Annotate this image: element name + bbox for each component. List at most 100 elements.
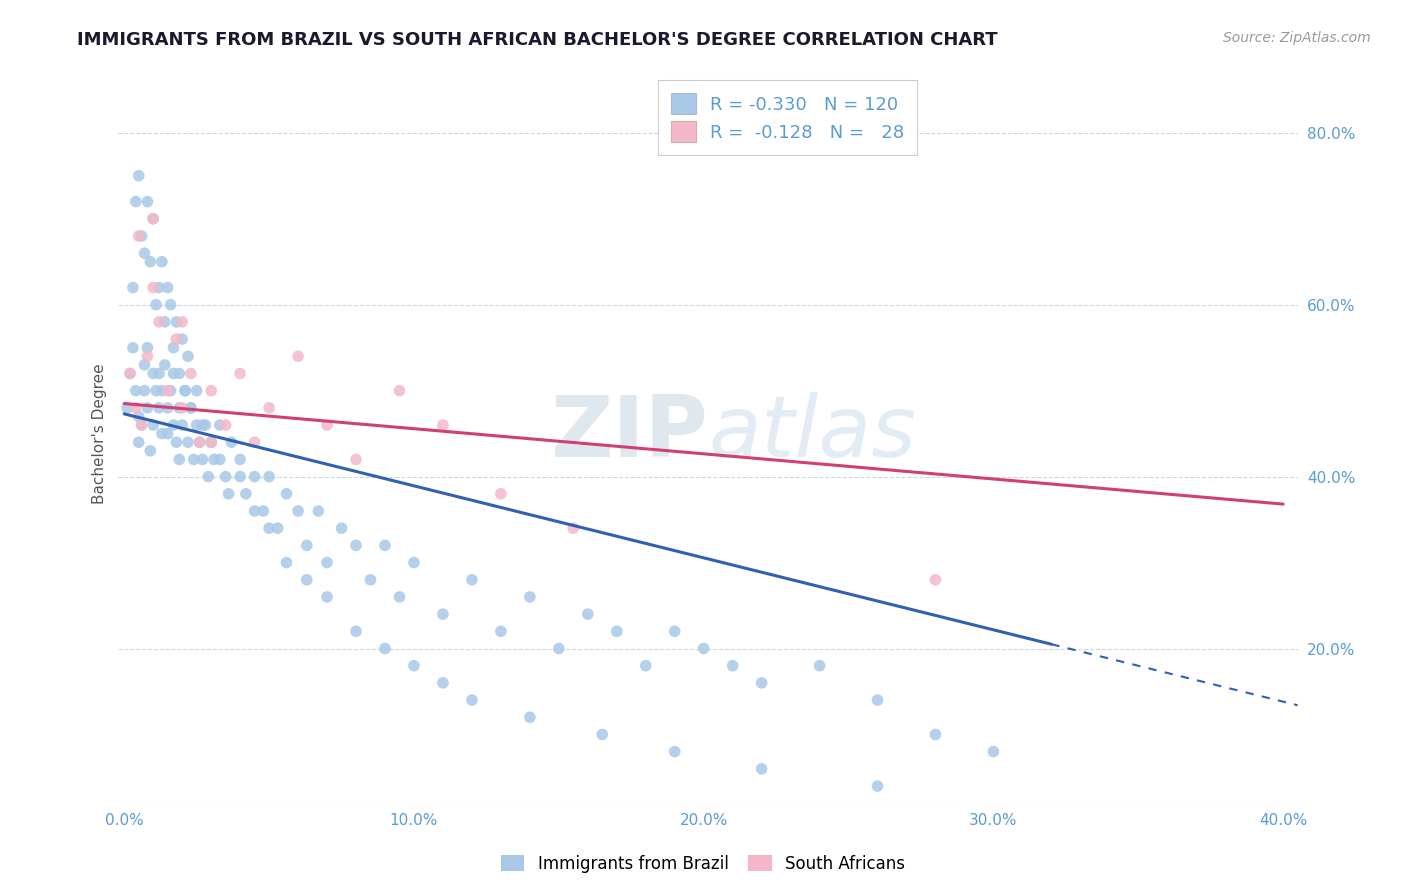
Point [519,710,541,724]
Point [214,418,236,433]
Point [243,504,266,518]
Point [402,556,425,570]
Point [122,280,145,294]
Point [145,298,167,312]
Point [139,443,162,458]
Point [252,504,274,518]
Point [188,435,211,450]
Point [388,384,411,398]
Point [142,211,165,226]
Point [169,401,191,415]
Point [186,418,208,433]
Point [169,367,191,381]
Point [344,452,367,467]
Point [257,401,280,415]
Point [162,418,184,433]
Y-axis label: Bachelor's Degree: Bachelor's Degree [93,363,107,504]
Point [118,367,141,381]
Point [287,349,309,363]
Point [131,418,153,433]
Point [142,367,165,381]
Point [229,452,252,467]
Point [134,358,156,372]
Point [461,573,484,587]
Point [172,418,194,433]
Point [276,556,298,570]
Point [344,538,367,552]
Point [191,452,214,467]
Point [150,384,173,398]
Point [591,727,613,741]
Point [388,590,411,604]
Point [316,418,339,433]
Point [208,418,231,433]
Point [751,676,773,690]
Point [142,418,165,433]
Legend: Immigrants from Brazil, South Africans: Immigrants from Brazil, South Africans [495,848,911,880]
Point [172,315,194,329]
Point [174,384,197,398]
Point [664,745,686,759]
Point [606,624,628,639]
Point [180,401,202,415]
Legend: R = -0.330   N = 120, R =  -0.128   N =   28: R = -0.330 N = 120, R = -0.128 N = 28 [658,80,917,154]
Point [344,624,367,639]
Point [229,469,252,483]
Point [128,409,150,424]
Point [519,590,541,604]
Point [200,384,222,398]
Point [156,384,179,398]
Point [547,641,569,656]
Point [287,504,309,518]
Point [432,607,454,621]
Point [692,641,714,656]
Point [432,418,454,433]
Point [295,538,318,552]
Point [118,367,141,381]
Text: atlas: atlas [709,392,917,475]
Point [174,384,197,398]
Point [194,418,217,433]
Point [134,246,156,260]
Point [156,426,179,441]
Point [148,315,170,329]
Point [159,298,181,312]
Point [866,779,889,793]
Point [172,401,194,415]
Point [402,658,425,673]
Point [751,762,773,776]
Point [866,693,889,707]
Point [200,435,222,450]
Point [221,435,243,450]
Point [165,435,187,450]
Point [165,315,187,329]
Point [489,487,512,501]
Point [330,521,353,535]
Point [183,452,205,467]
Point [721,658,744,673]
Point [169,452,191,467]
Point [180,401,202,415]
Point [214,469,236,483]
Point [243,469,266,483]
Point [162,341,184,355]
Point [202,452,225,467]
Point [489,624,512,639]
Point [148,280,170,294]
Point [276,487,298,501]
Point [229,367,252,381]
Point [257,469,280,483]
Point [576,607,599,621]
Point [162,367,184,381]
Point [307,504,329,518]
Point [156,401,179,415]
Point [148,367,170,381]
Point [924,573,946,587]
Point [295,573,318,587]
Point [136,401,159,415]
Point [924,727,946,741]
Point [165,332,187,346]
Point [142,280,165,294]
Point [128,229,150,244]
Point [148,401,170,415]
